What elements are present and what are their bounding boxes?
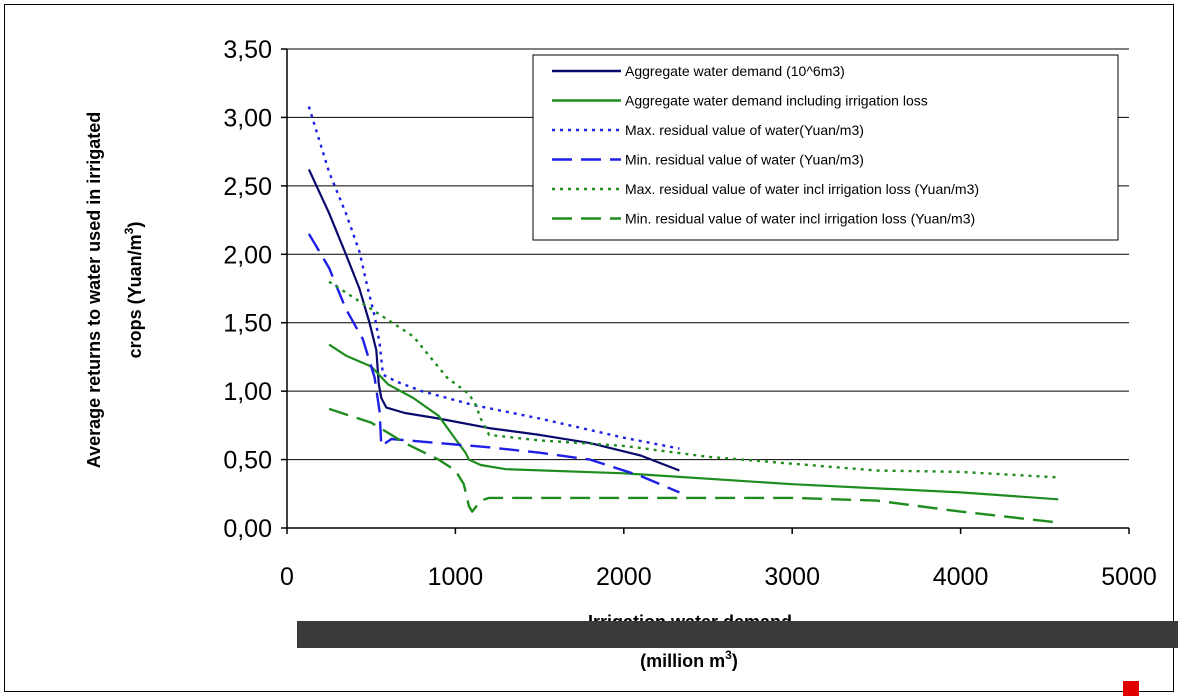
axes (286, 49, 1129, 529)
series-line-6 (328, 407, 1059, 524)
y-tick-label: 0,50 (223, 447, 272, 475)
y-tick-label: 3,00 (223, 104, 272, 132)
y-axis-title-line2: crops (Yuan/m3) (122, 222, 145, 359)
legend-label: Max. residual value of water incl irriga… (625, 181, 979, 197)
chart-frame (4, 4, 1174, 692)
y-tick-label: 2,50 (223, 173, 272, 201)
y-tick-label: 3,50 (223, 36, 272, 64)
series-line-1 (307, 168, 680, 472)
legend-label: Max. residual value of water(Yuan/m3) (625, 122, 864, 138)
y-tick-label: 1,50 (223, 310, 272, 338)
x-tick-label: 3000 (764, 563, 820, 591)
x-tick-labels: 0 1000 2000 3000 4000 5000 (280, 563, 1157, 591)
y-axis-title-suffix: ) (125, 222, 145, 228)
series-line-2 (328, 343, 1059, 501)
legend-label: Aggregate water demand including irrigat… (625, 93, 928, 109)
legend-box (532, 54, 1119, 241)
legend-label: Min. residual value of water (Yuan/m3) (625, 152, 864, 168)
series-line-5 (328, 280, 1059, 479)
x-axis-subtitle-sup: 3 (725, 648, 732, 662)
y-tick-label: 0,00 (223, 515, 272, 543)
y-tick-label: 1,00 (223, 378, 272, 406)
x-tick-label: 2000 (596, 563, 652, 591)
x-tick-label: 0 (280, 563, 294, 591)
series-line-4 (307, 233, 680, 494)
y-axis-title-sup: 3 (122, 227, 136, 234)
x-axis-subtitle-suffix: ) (732, 651, 738, 671)
series-lines (307, 106, 1059, 524)
legend-label: Aggregate water demand (10^6m3) (625, 63, 845, 79)
y-tick-labels: 0,00 0,50 1,00 1,50 2,00 2,50 3,00 3,50 (223, 36, 272, 543)
legend-label: Min. residual value of water incl irriga… (625, 211, 975, 227)
x-axis-subtitle: (million m3) (640, 648, 738, 671)
legend: Aggregate water demand (10^6m3) Aggregate… (532, 54, 1119, 241)
y-axis-title-line1: Average returns to water used in irrigat… (84, 112, 104, 468)
x-tick-label: 5000 (1101, 563, 1157, 591)
y-axis-title-main: crops (Yuan/m (125, 234, 145, 358)
corner-mark (1123, 681, 1139, 696)
redaction-bar (297, 621, 1178, 648)
y-tick-label: 2,00 (223, 241, 272, 269)
x-tick-label: 1000 (428, 563, 484, 591)
x-tick-label: 4000 (933, 563, 989, 591)
x-axis-subtitle-main: (million m (640, 651, 725, 671)
